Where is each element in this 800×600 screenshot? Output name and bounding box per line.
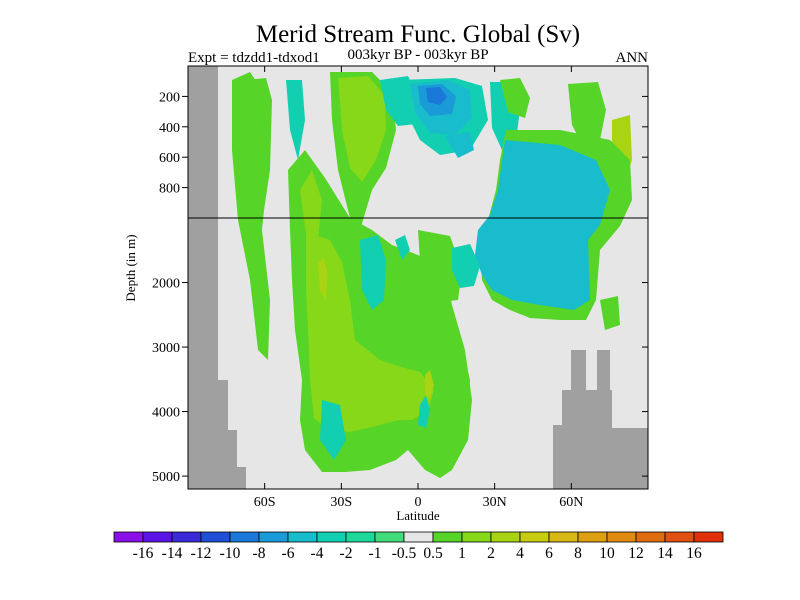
contour-region <box>338 76 386 182</box>
colorbar: -16 -14 -12 -10 -8 -6 -4 -2 -1 -0.5 0.5 1 2 4 6 8 10 12 14… <box>113 531 724 562</box>
colorbar-label: -6 <box>282 545 295 562</box>
contour-region <box>300 170 322 250</box>
colorbar-swatch <box>200 531 231 543</box>
colorbar-swatch <box>548 531 579 543</box>
colorbar-swatch <box>577 531 608 543</box>
colorbar-label: -2 <box>340 545 353 562</box>
y-tick-label: 800 <box>159 182 180 197</box>
x-axis: 60S 30S 0 30N 60N <box>254 66 583 510</box>
x-tick-label: 60N <box>559 495 583 510</box>
y-tick-label: 5000 <box>152 470 180 485</box>
colorbar-swatch <box>490 531 521 543</box>
land-mask <box>553 350 648 489</box>
colorbar-label: 2 <box>487 545 495 562</box>
colorbar-swatch <box>258 531 289 543</box>
colorbar-label: 1 <box>458 545 466 562</box>
contour-region <box>445 132 474 158</box>
y-tick-label: 2000 <box>152 277 180 292</box>
colorbar-swatch <box>664 531 695 543</box>
contour-field <box>232 72 632 478</box>
y-tick-label: 600 <box>159 151 180 166</box>
contour-region <box>360 235 386 310</box>
colorbar-swatch <box>113 531 144 543</box>
colorbar-label: -8 <box>253 545 266 562</box>
colorbar-label: 6 <box>545 545 553 562</box>
colorbar-label: -16 <box>133 545 154 562</box>
colorbar-swatch <box>287 531 318 543</box>
colorbar-label: 0.5 <box>423 545 443 562</box>
y-tick-label: 400 <box>159 121 180 136</box>
time-range-label: 003kyr BP - 003kyr BP <box>347 47 488 63</box>
contour-region <box>418 230 462 302</box>
colorbar-label: 12 <box>628 545 644 562</box>
contour-region <box>500 78 530 118</box>
contour-region <box>246 78 272 210</box>
contour-region <box>320 400 346 460</box>
bathymetry-mask <box>188 66 648 489</box>
colorbar-label: 4 <box>516 545 524 562</box>
colorbar-swatch <box>403 531 434 543</box>
x-tick-label: 30S <box>330 495 352 510</box>
x-tick-label: 60S <box>254 495 276 510</box>
land-mask <box>188 66 246 489</box>
colorbar-swatch <box>374 531 405 543</box>
y-tick-label: 200 <box>159 90 180 105</box>
y-axis-label: Depth (in m) <box>123 234 138 301</box>
colorbar-label: 16 <box>686 545 702 562</box>
season-label: ANN <box>616 50 649 66</box>
contour-region <box>395 235 410 260</box>
chart-title: Merid Stream Func. Global (Sv) <box>256 21 580 48</box>
colorbar-swatch <box>461 531 492 543</box>
colorbar-label: 14 <box>657 545 673 562</box>
colorbar-label: -4 <box>311 545 324 562</box>
y-tick-label: 3000 <box>152 341 180 356</box>
contour-region <box>286 80 305 160</box>
colorbar-swatch <box>519 531 550 543</box>
colorbar-label: -10 <box>220 545 241 562</box>
colorbar-label: -0.5 <box>392 545 417 562</box>
colorbar-swatch <box>345 531 376 543</box>
colorbar-swatch <box>142 531 173 543</box>
x-tick-label: 0 <box>415 495 422 510</box>
contour-region <box>475 140 610 310</box>
colorbar-label: 8 <box>574 545 582 562</box>
colorbar-swatch <box>171 531 202 543</box>
contour-region <box>568 82 606 150</box>
y-axis: 200 400 600 800 2000 3000 4000 5000 <box>152 90 648 485</box>
contour-region <box>440 336 470 450</box>
colorbar-swatch <box>432 531 463 543</box>
colorbar-swatch <box>316 531 347 543</box>
contour-region <box>452 244 480 288</box>
colorbar-swatch <box>693 531 724 543</box>
contour-region <box>426 87 447 105</box>
contour-region <box>418 395 430 428</box>
colorbar-swatch <box>229 531 260 543</box>
y-tick-label: 4000 <box>152 406 180 421</box>
plot-area <box>188 66 648 489</box>
x-tick-label: 30N <box>483 495 507 510</box>
contour-region <box>600 296 620 330</box>
x-axis-label: Latitude <box>396 508 440 523</box>
experiment-label: Expt = tdzdd1-tdxod1 <box>188 50 320 66</box>
contour-region <box>318 258 328 300</box>
colorbar-label: -12 <box>191 545 212 562</box>
colorbar-swatch <box>635 531 666 543</box>
colorbar-label: -14 <box>162 545 183 562</box>
colorbar-swatch <box>606 531 637 543</box>
contour-region <box>306 232 434 432</box>
contour-region <box>425 370 434 400</box>
colorbar-label: 10 <box>599 545 615 562</box>
colorbar-label: -1 <box>369 545 382 562</box>
